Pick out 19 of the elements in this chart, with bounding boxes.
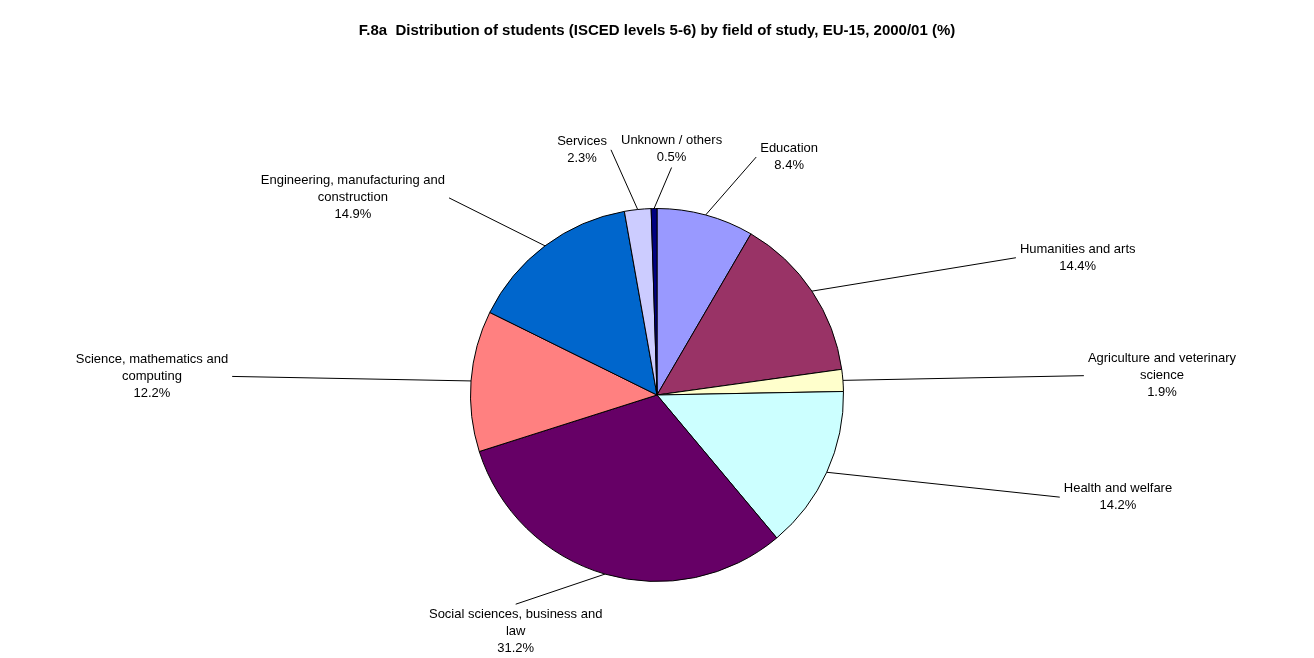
- data-label: 31.2%: [497, 640, 535, 656]
- data-label: 14.4%: [1059, 257, 1097, 273]
- data-label: 0.5%: [656, 148, 687, 164]
- chart-title: F.8a Distribution of students (ISCED levels 5-6) by field of study, EU-15, 2000/01 (%): [358, 21, 956, 39]
- data-label: 14.9%: [334, 206, 372, 222]
- slice-label: Agriculture and veterinary science: [1087, 350, 1237, 383]
- slice-label: Engineering, manufacturing and construction: [260, 172, 446, 205]
- data-label: 14.2%: [1099, 497, 1137, 513]
- slice-label: Unknown / others: [620, 131, 723, 147]
- data-label: 2.3%: [567, 149, 598, 165]
- slice-label: Science, mathematics and computing: [75, 351, 229, 384]
- data-label: 12.2%: [133, 385, 171, 401]
- data-label: 8.4%: [774, 157, 805, 173]
- slice-label: Social sciences, business and law: [428, 606, 603, 639]
- slice-label: Humanities and arts: [1019, 240, 1136, 256]
- slice-label: Services: [557, 132, 608, 148]
- slice-label: Education: [760, 140, 819, 156]
- slice-label: Health and welfare: [1063, 480, 1173, 496]
- data-label: 1.9%: [1147, 384, 1178, 400]
